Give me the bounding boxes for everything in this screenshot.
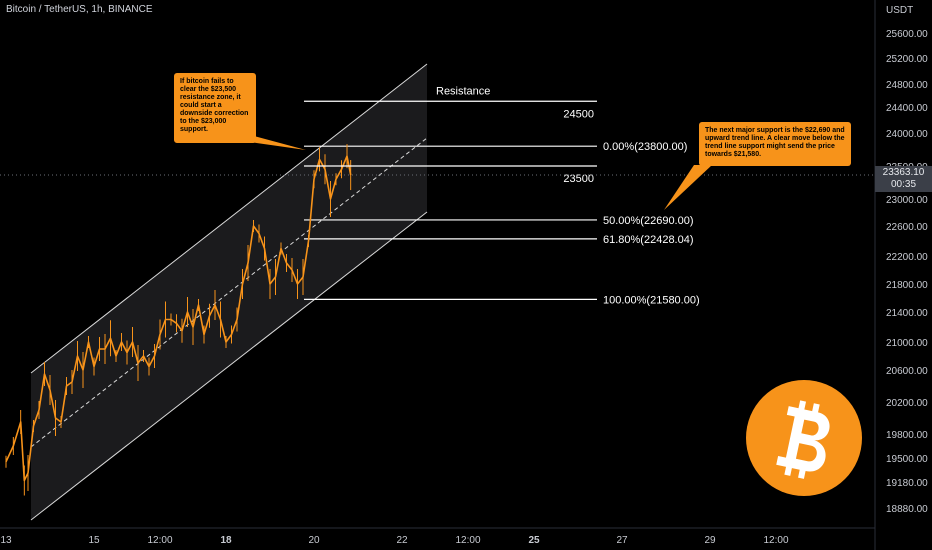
y-tick-label: 22200.00 — [886, 252, 928, 263]
horizontal-levels[interactable]: Resistance 24500 23500 — [0, 85, 875, 210]
y-tick-label: 23000.00 — [886, 195, 928, 206]
y-tick-label: 19180.00 — [886, 478, 928, 489]
x-tick-label: 18 — [220, 535, 232, 546]
fib-level-label: 100.00%(21580.00) — [603, 294, 700, 306]
y-tick-label: 24000.00 — [886, 129, 928, 140]
x-tick-label: 12:00 — [455, 535, 480, 546]
level-label: 23500 — [563, 173, 594, 185]
price-line — [5, 155, 352, 482]
bitcoin-logo-icon — [746, 380, 862, 496]
y-tick-label: 21800.00 — [886, 280, 928, 291]
y-tick-label: 19800.00 — [886, 430, 928, 441]
y-tick-label: 25600.00 — [886, 29, 928, 40]
fib-level-label: 0.00%(23800.00) — [603, 141, 687, 153]
price-series — [5, 144, 352, 496]
fibonacci-retracement[interactable]: 0.00%(23800.00) 50.00%(22690.00) 61.80%(22… — [304, 141, 700, 306]
x-tick-label: 12:00 — [147, 535, 172, 546]
chart-title: Bitcoin / TetherUS, 1h, BINANCE — [6, 4, 153, 15]
y-tick-label: 20600.00 — [886, 366, 928, 377]
x-tick-label: 15 — [88, 535, 100, 546]
y-tick-label: 24400.00 — [886, 103, 928, 114]
resistance-label: Resistance — [436, 85, 490, 97]
y-tick-label: 18880.00 — [886, 504, 928, 515]
last-price-tag: 23363.10 00:35 — [875, 166, 932, 192]
y-tick-label: 25200.00 — [886, 54, 928, 65]
x-tick-label: 27 — [616, 535, 628, 546]
y-tick-label: 22600.00 — [886, 222, 928, 233]
trend-channel[interactable] — [30, 63, 428, 521]
y-tick-label: 21000.00 — [886, 338, 928, 349]
channel-lower-line — [30, 211, 428, 521]
note-right-pointer — [664, 165, 712, 210]
last-price-value: 23363.10 — [882, 167, 925, 178]
y-tick-label: 20200.00 — [886, 398, 928, 409]
annotation-note-left[interactable]: If bitcoin fails to clear the $23,500 re… — [174, 73, 256, 143]
x-tick-label: 13 — [0, 535, 12, 546]
y-tick-label: 24800.00 — [886, 80, 928, 91]
y-tick-label: 21400.00 — [886, 308, 928, 319]
level-label: 24500 — [563, 108, 594, 120]
candle-countdown: 00:35 — [890, 179, 917, 190]
x-tick-label: 12:00 — [763, 535, 788, 546]
annotation-note-right[interactable]: The next major support is the $22,690 an… — [699, 122, 851, 166]
channel-upper-line — [30, 63, 428, 374]
x-tick-label: 22 — [396, 535, 408, 546]
y-axis-currency: USDT — [886, 5, 913, 16]
y-tick-label: 19500.00 — [886, 454, 928, 465]
x-tick-label: 25 — [528, 535, 540, 546]
x-tick-label: 20 — [308, 535, 320, 546]
channel-fill — [31, 64, 427, 520]
fib-level-label: 61.80%(22428.04) — [603, 234, 694, 246]
fib-level-label: 50.00%(22690.00) — [603, 215, 694, 227]
x-tick-label: 29 — [704, 535, 716, 546]
